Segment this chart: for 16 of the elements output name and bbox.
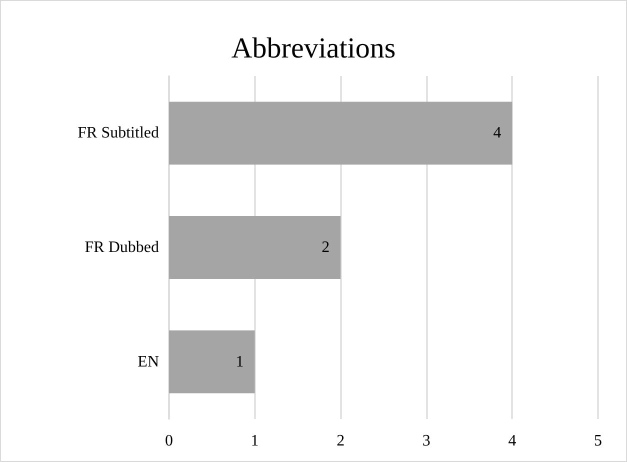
x-tick-label: 5 xyxy=(594,432,602,450)
bar xyxy=(169,102,512,165)
y-tick-label: EN xyxy=(138,353,160,370)
data-label: 1 xyxy=(236,353,244,370)
x-tick-label: 2 xyxy=(336,432,345,450)
data-label: 4 xyxy=(493,124,502,142)
x-tick-label: 4 xyxy=(508,432,516,450)
y-tick-label: FR Subtitled xyxy=(78,124,159,142)
data-label: 2 xyxy=(322,239,330,256)
y-tick-label: FR Dubbed xyxy=(84,239,159,256)
x-tick-label: 1 xyxy=(250,432,259,450)
chart-title: Abbreviations xyxy=(231,32,396,64)
bar xyxy=(169,216,341,279)
bar xyxy=(169,330,255,394)
x-tick-label: 3 xyxy=(422,432,430,450)
x-tick-label: 0 xyxy=(165,432,173,450)
